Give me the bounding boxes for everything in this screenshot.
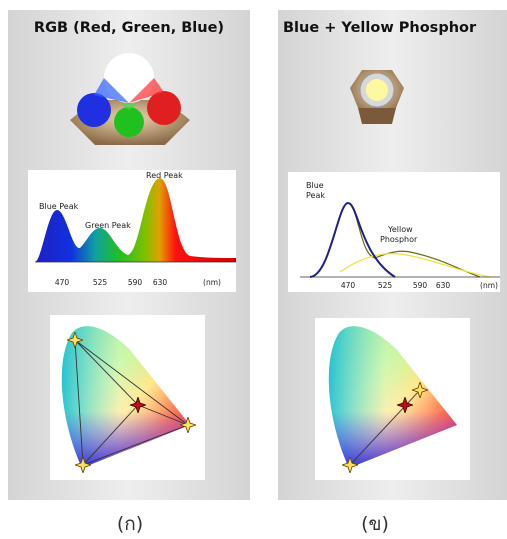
unit-label: (nm) xyxy=(203,278,221,287)
peak-label: Green Peak xyxy=(85,221,131,230)
cie-diagram xyxy=(328,326,457,473)
peak-label: Yellow Phosphor xyxy=(380,225,418,244)
tick-label: 590 xyxy=(413,281,428,290)
spectrum-curve xyxy=(35,178,236,262)
rgb-led xyxy=(70,53,190,145)
phosphor-led xyxy=(350,70,404,124)
peak-label-line: Peak xyxy=(306,191,325,200)
panel-title: Blue + Yellow Phosphor xyxy=(283,20,477,36)
peak-label-line: Phosphor xyxy=(380,235,418,244)
tick-label: 590 xyxy=(128,278,143,287)
caption: (ข) xyxy=(361,513,389,535)
peak-label: Blue Peak xyxy=(306,181,325,200)
tick-label: 525 xyxy=(93,278,108,287)
caption: (ก) xyxy=(117,513,143,535)
peak-label: Red Peak xyxy=(146,171,183,180)
panel-title: RGB (Red, Green, Blue) xyxy=(34,20,224,36)
peak-label-line: Blue xyxy=(306,181,324,190)
yellow-curve xyxy=(339,253,491,278)
peak-label-line: Yellow xyxy=(387,225,413,234)
cie-diagram xyxy=(61,326,196,473)
blue-curve xyxy=(309,201,396,278)
spectrum-box xyxy=(288,172,500,292)
unit-label: (nm) xyxy=(480,281,498,290)
tick-label: 630 xyxy=(153,278,168,287)
tick-label: 470 xyxy=(341,281,356,290)
peak-label: Blue Peak xyxy=(39,202,79,211)
tick-label: 630 xyxy=(436,281,451,290)
tick-label: 525 xyxy=(378,281,393,290)
tick-label: 470 xyxy=(55,278,70,287)
